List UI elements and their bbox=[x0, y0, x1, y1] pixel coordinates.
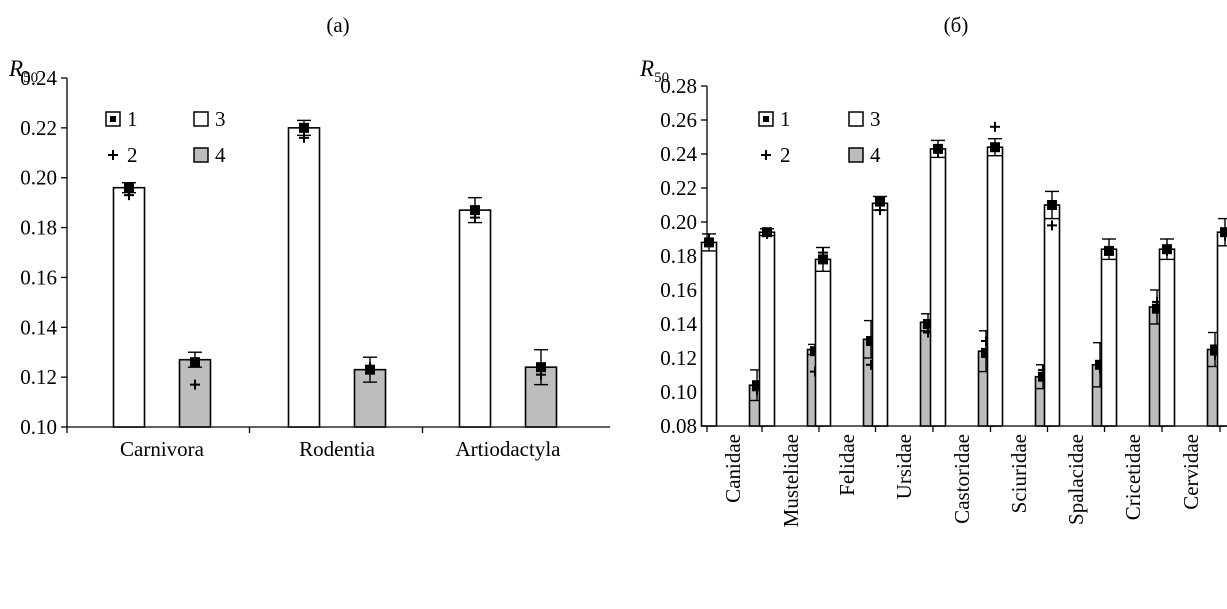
y-axis-label-main: R bbox=[639, 56, 654, 81]
x-category-label: Castoridae bbox=[950, 434, 974, 524]
marker-1 bbox=[1210, 344, 1220, 355]
x-category-label: Spalacidae bbox=[1064, 434, 1088, 525]
y-axis-label: R50 bbox=[8, 56, 38, 86]
y-tick-label: 0.28 bbox=[660, 74, 697, 98]
x-category-label: Sciuridae bbox=[1007, 434, 1031, 513]
marker-1 bbox=[752, 380, 762, 391]
y-tick-label: 0.20 bbox=[660, 210, 697, 234]
legend: 1 2 3 4 bbox=[758, 107, 881, 167]
bar bbox=[112, 186, 146, 428]
bar bbox=[986, 146, 1004, 427]
x-category-label: Artiodactyla bbox=[456, 437, 562, 461]
chart-panel-1: (a) R50 0.10 0.12 0.14 0.16 0.18 0.20 0.22 0.24 Ca… bbox=[8, 13, 610, 461]
y-tick-label: 0.26 bbox=[660, 108, 697, 132]
bar bbox=[758, 231, 776, 427]
legend-label-2: 2 bbox=[127, 143, 138, 167]
x-category-label: Ursidae bbox=[892, 434, 916, 499]
y-tick-label: 0.22 bbox=[660, 176, 697, 200]
legend-label-2: 2 bbox=[780, 143, 791, 167]
legend: 1 2 3 4 bbox=[105, 107, 226, 167]
bar bbox=[1216, 231, 1227, 427]
marker-1 bbox=[1047, 200, 1057, 210]
y-tick-label: 0.12 bbox=[20, 365, 57, 389]
chart-panel-2: (б) R50 0.08 0.10 0.12 0.14 0.16 0.18 0.20 0.22 0.… bbox=[639, 13, 1227, 527]
x-category-label: Mustelidae bbox=[779, 434, 803, 527]
y-axis-label: R50 bbox=[639, 56, 669, 86]
x-category-label: Carnivora bbox=[120, 437, 205, 461]
marker-1 bbox=[1038, 371, 1048, 382]
legend-marker-1-fill bbox=[763, 116, 769, 122]
marker-1 bbox=[923, 319, 933, 329]
y-tick-label: 0.24 bbox=[20, 66, 57, 90]
legend-label-1: 1 bbox=[780, 107, 791, 131]
bar bbox=[1100, 248, 1118, 427]
y-tick-label: 0.24 bbox=[660, 142, 697, 166]
marker-1 bbox=[1220, 227, 1227, 238]
x-category-label: Rodentia bbox=[299, 437, 375, 461]
marker-1 bbox=[866, 336, 876, 346]
legend-marker-1-fill bbox=[110, 116, 116, 122]
y-tick-label: 0.08 bbox=[660, 414, 697, 438]
y-tick-label: 0.18 bbox=[20, 216, 57, 240]
bar bbox=[1043, 204, 1061, 427]
y-tick-label: 0.20 bbox=[20, 166, 57, 190]
marker-1 bbox=[124, 182, 134, 193]
y-axis-label-main: R bbox=[8, 56, 23, 81]
marker-1 bbox=[990, 142, 1000, 153]
legend-label-3: 3 bbox=[870, 107, 881, 131]
y-axis-label-sub: 50 bbox=[654, 70, 669, 86]
marker-1 bbox=[470, 205, 480, 216]
y-tick-label: 0.16 bbox=[660, 278, 697, 302]
panel-label: (б) bbox=[944, 13, 969, 37]
marker-1 bbox=[818, 254, 828, 265]
x-category-label: Canidae bbox=[721, 434, 745, 503]
x-category-label: Felidae bbox=[835, 434, 859, 496]
y-tick-label: 0.12 bbox=[660, 346, 697, 370]
bar bbox=[178, 358, 212, 428]
bar bbox=[1158, 248, 1176, 427]
y-tick-label: 0.16 bbox=[20, 265, 57, 289]
marker-1 bbox=[190, 357, 200, 368]
legend-marker-3 bbox=[193, 111, 209, 127]
marker-1 bbox=[875, 196, 885, 207]
y-tick-label: 0.10 bbox=[20, 415, 57, 439]
x-category-label: Cricetidae bbox=[1121, 434, 1145, 520]
y-tick-label: 0.14 bbox=[660, 312, 697, 336]
y-tick-label: 0.22 bbox=[20, 116, 57, 140]
bar bbox=[871, 202, 889, 427]
bar bbox=[287, 127, 321, 428]
legend-label-4: 4 bbox=[870, 143, 881, 167]
y-tick-label: 0.10 bbox=[660, 380, 697, 404]
bar bbox=[700, 241, 718, 427]
legend-marker-3 bbox=[848, 111, 864, 127]
marker-1 bbox=[1152, 303, 1162, 314]
legend-label-4: 4 bbox=[215, 143, 226, 167]
bar bbox=[458, 209, 492, 428]
y-tick-label: 0.18 bbox=[660, 244, 697, 268]
marker-1 bbox=[981, 347, 991, 358]
x-category-label: Cervidae bbox=[1179, 434, 1203, 510]
panel-label: (a) bbox=[326, 13, 349, 37]
bar bbox=[814, 258, 832, 427]
legend-label-1: 1 bbox=[127, 107, 138, 131]
marker-1 bbox=[536, 362, 546, 373]
marker-1 bbox=[299, 122, 309, 133]
legend-marker-4 bbox=[848, 147, 864, 163]
legend-marker-4 bbox=[193, 147, 209, 163]
y-axis-label-sub: 50 bbox=[23, 70, 38, 86]
legend-label-3: 3 bbox=[215, 107, 226, 131]
y-tick-label: 0.14 bbox=[20, 315, 57, 339]
bar bbox=[929, 148, 947, 427]
